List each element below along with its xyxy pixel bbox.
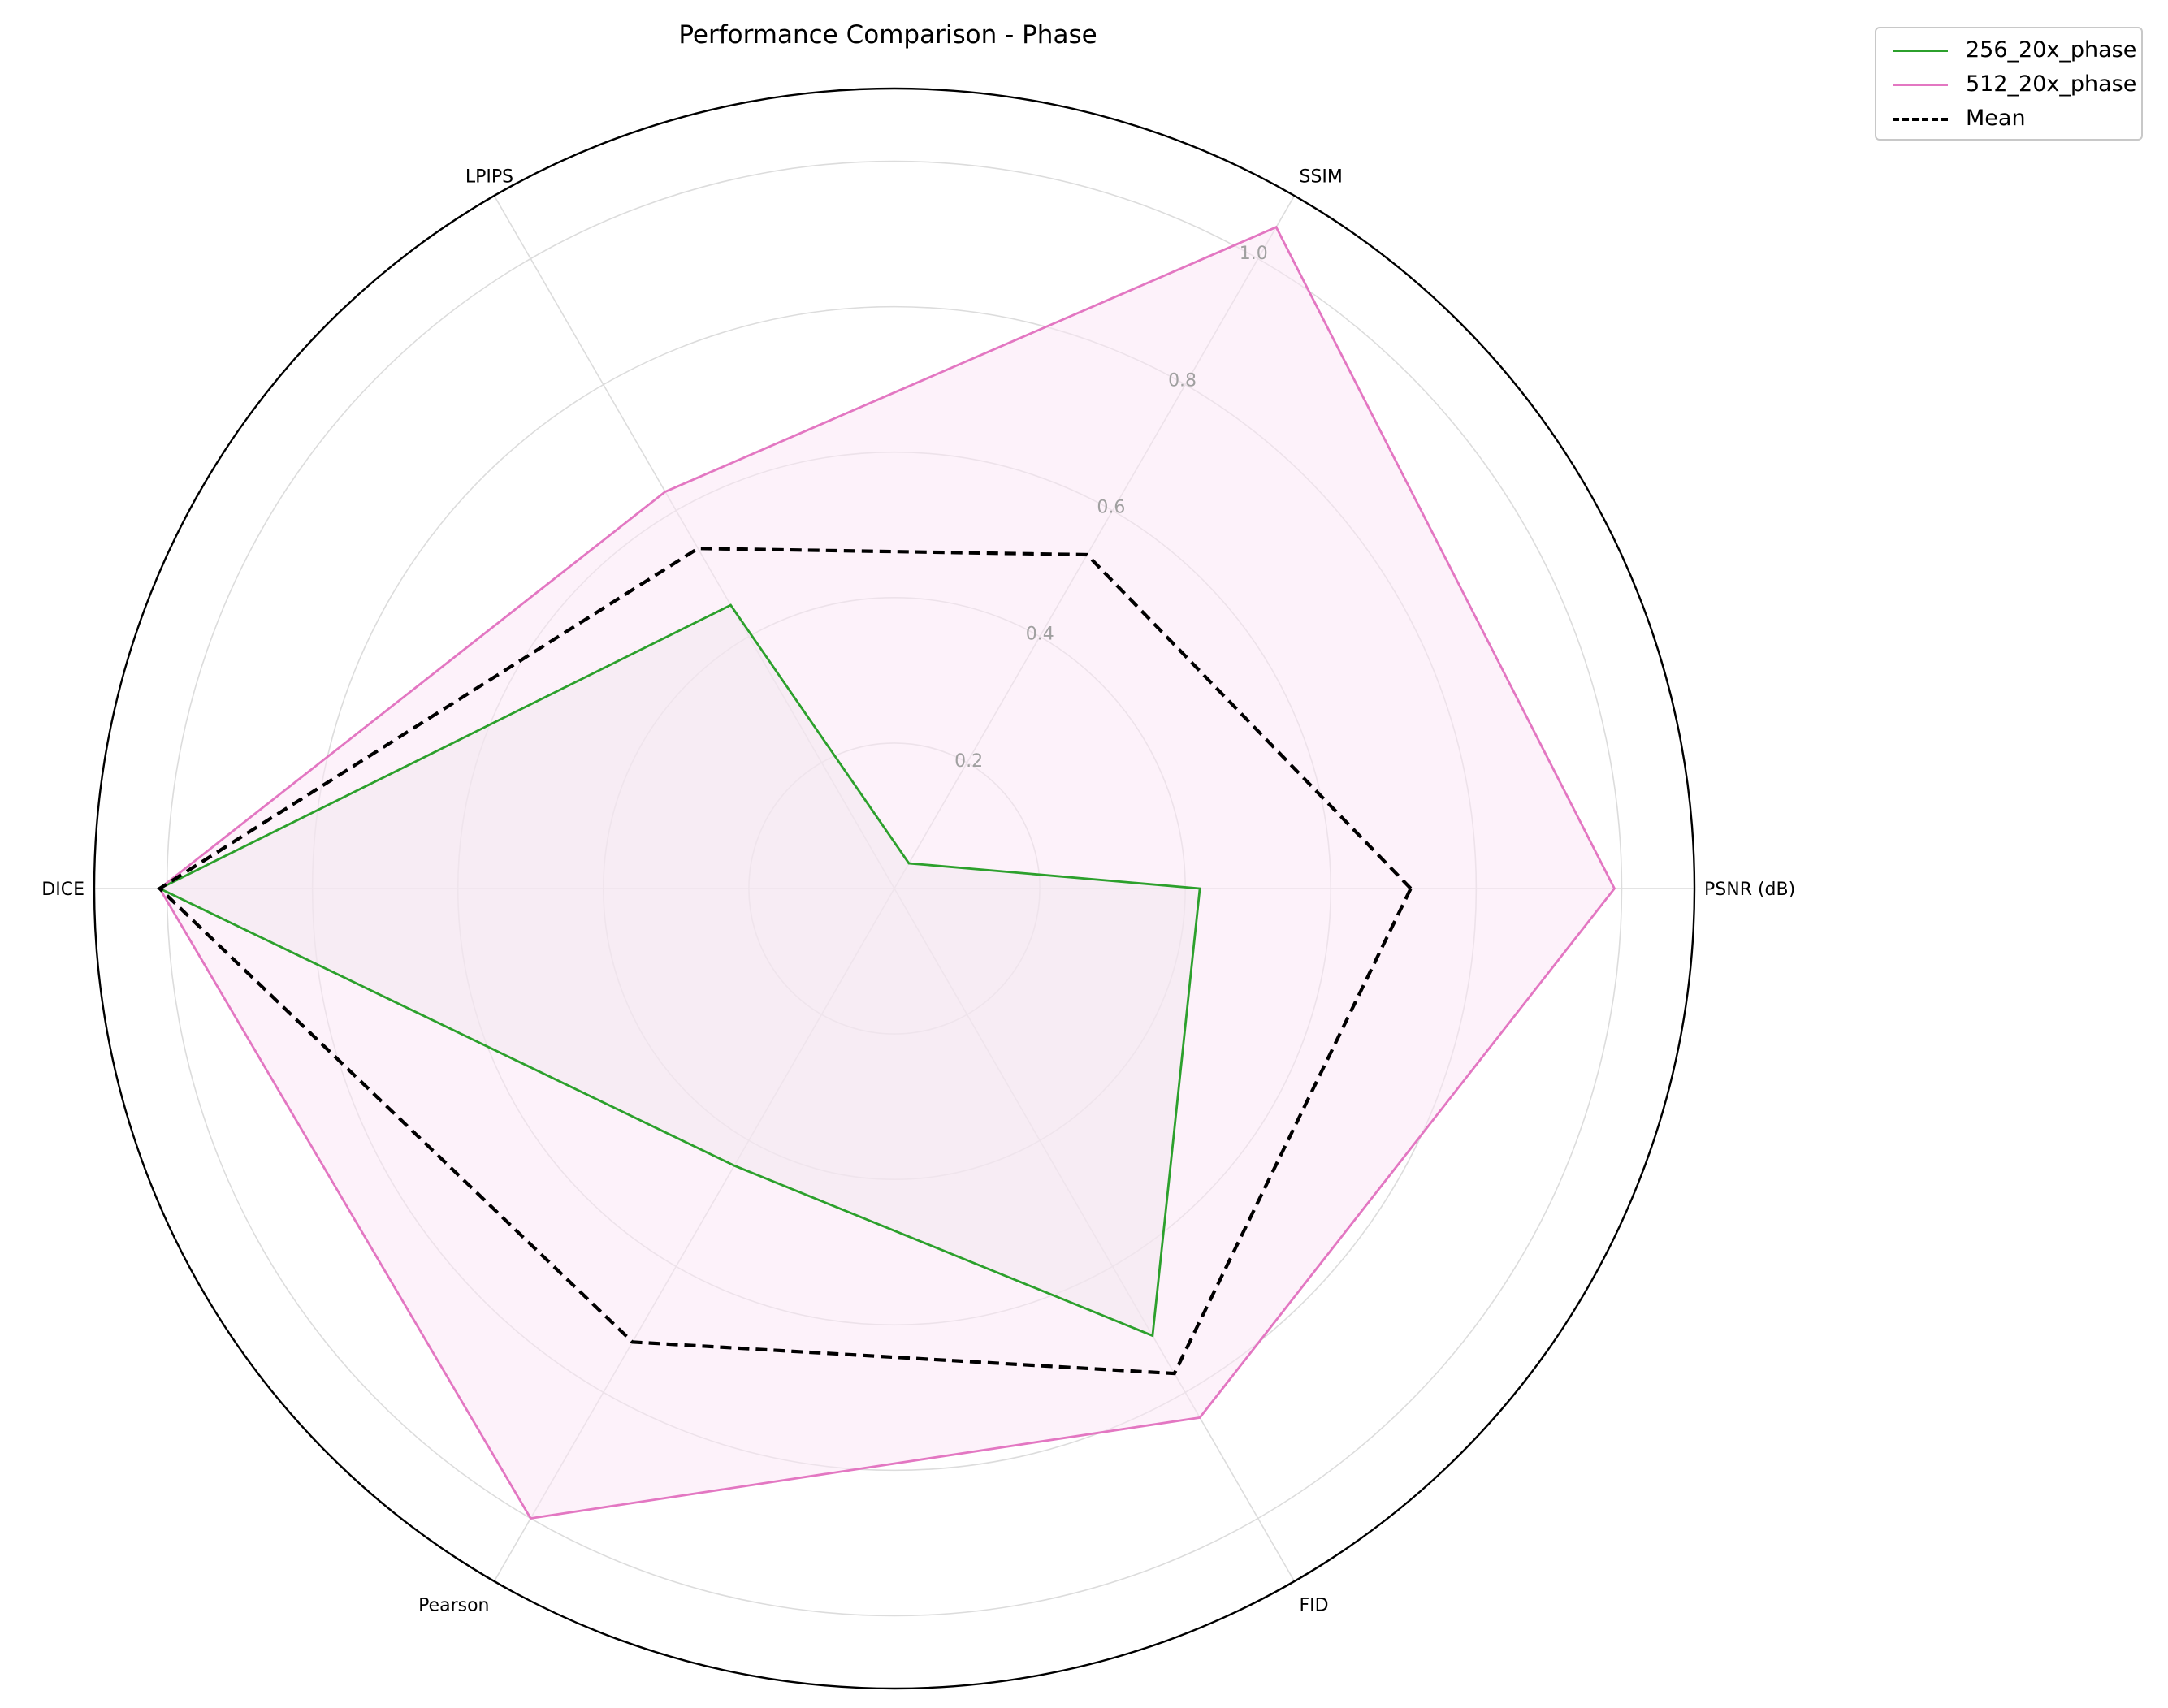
legend-item-mean: Mean xyxy=(1876,103,2141,136)
legend-item-256-20x-phase: 256_20x_phase xyxy=(1876,35,2141,67)
axis-label-dice: DICE xyxy=(41,880,84,900)
labels: PSNR (dB) SSIM LPIPS DICE Pearson FID 0.2 0.4 0.… xyxy=(41,167,1795,1616)
axis-label-fid: FID xyxy=(1300,1595,1329,1615)
legend-label-512-20x-phase: 512_20x_phase xyxy=(1966,71,2137,97)
chart-title: Performance Comparison - Phase xyxy=(678,20,1097,50)
radial-tick-label-3: 0.8 xyxy=(1168,370,1197,391)
legend-swatch-256-20x-phase xyxy=(1893,50,1948,52)
radial-tick-label-1: 0.4 xyxy=(1026,625,1054,645)
legend: 256_20x_phase 512_20x_phase Mean xyxy=(1875,27,2143,141)
legend-swatch-mean xyxy=(1893,118,1948,121)
axis-label-pearson: Pearson xyxy=(418,1595,489,1615)
series-line-mean xyxy=(157,547,1413,1376)
series-layer xyxy=(157,225,1616,1520)
axis-label-ssim: SSIM xyxy=(1300,167,1343,188)
legend-swatch-512-20x-phase xyxy=(1893,84,1948,86)
axis-label-psnr-db: PSNR (dB) xyxy=(1704,880,1795,900)
legend-label-mean: Mean xyxy=(1966,106,2026,131)
radial-tick-label-0: 0.2 xyxy=(954,751,983,772)
legend-label-256-20x-phase: 256_20x_phase xyxy=(1966,37,2137,63)
radial-tick-label-2: 0.6 xyxy=(1097,497,1125,517)
axis-label-lpips: LPIPS xyxy=(465,167,513,188)
radial-tick-label-4: 1.0 xyxy=(1240,244,1268,264)
series-fill-512-20x-phase xyxy=(159,227,1615,1519)
outer-frame xyxy=(93,87,1696,1690)
legend-item-512-20x-phase: 512_20x_phase xyxy=(1876,69,2141,102)
